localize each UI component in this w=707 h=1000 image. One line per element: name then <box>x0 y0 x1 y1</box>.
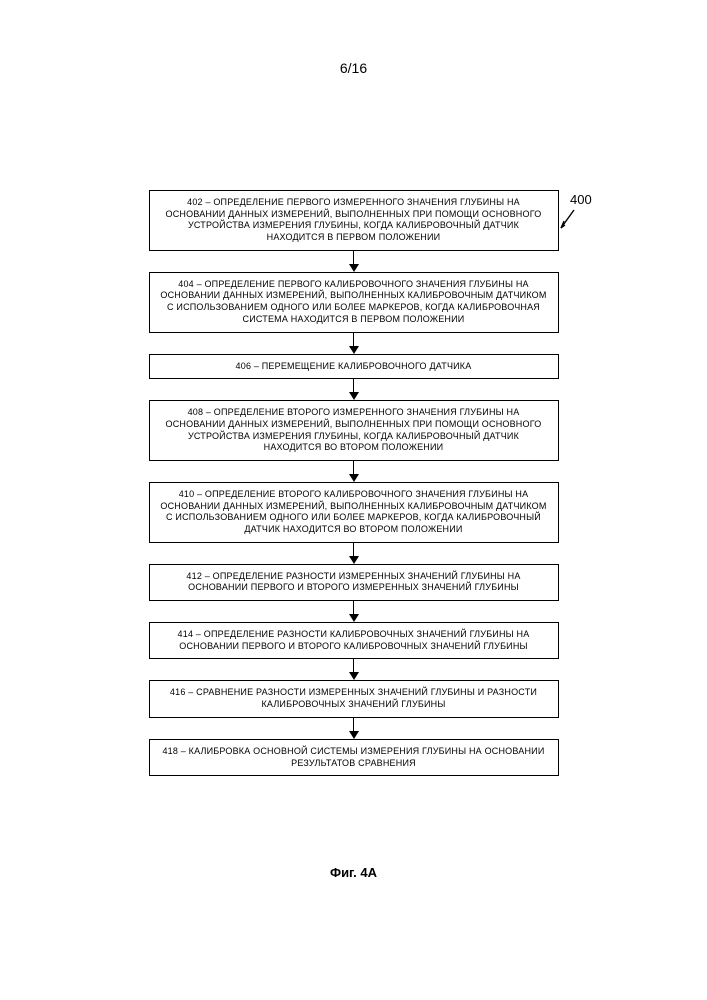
flow-node-n402: 402 – ОПРЕДЕЛЕНИЕ ПЕРВОГО ИЗМЕРЕННОГО ЗН… <box>149 190 559 251</box>
reference-number: 400 <box>570 192 592 207</box>
figure-caption: Фиг. 4A <box>0 865 707 880</box>
flow-arrow-icon <box>349 659 359 680</box>
flow-arrow-icon <box>349 543 359 564</box>
leader-line-icon <box>558 208 576 234</box>
page-number: 6/16 <box>0 60 707 76</box>
page: 6/16 400 402 – ОПРЕДЕЛЕНИЕ ПЕРВОГО ИЗМЕР… <box>0 0 707 1000</box>
flow-arrow-icon <box>349 461 359 482</box>
flow-node-n410: 410 – ОПРЕДЕЛЕНИЕ ВТОРОГО КАЛИБРОВОЧНОГО… <box>149 482 559 543</box>
flow-node-n406: 406 – ПЕРЕМЕЩЕНИЕ КАЛИБРОВОЧНОГО ДАТЧИКА <box>149 354 559 380</box>
flow-node-n416: 416 – СРАВНЕНИЕ РАЗНОСТИ ИЗМЕРЕННЫХ ЗНАЧ… <box>149 680 559 717</box>
flow-arrow-icon <box>349 251 359 272</box>
flow-node-n404: 404 – ОПРЕДЕЛЕНИЕ ПЕРВОГО КАЛИБРОВОЧНОГО… <box>149 272 559 333</box>
flowchart: 402 – ОПРЕДЕЛЕНИЕ ПЕРВОГО ИЗМЕРЕННОГО ЗН… <box>149 190 559 776</box>
flow-arrow-icon <box>349 718 359 739</box>
flow-node-n418: 418 – КАЛИБРОВКА ОСНОВНОЙ СИСТЕМЫ ИЗМЕРЕ… <box>149 739 559 776</box>
flow-arrow-icon <box>349 379 359 400</box>
flow-arrow-icon <box>349 601 359 622</box>
flow-arrow-icon <box>349 333 359 354</box>
flow-node-n412: 412 – ОПРЕДЕЛЕНИЕ РАЗНОСТИ ИЗМЕРЕННЫХ ЗН… <box>149 564 559 601</box>
flow-node-n414: 414 – ОПРЕДЕЛЕНИЕ РАЗНОСТИ КАЛИБРОВОЧНЫХ… <box>149 622 559 659</box>
flow-node-n408: 408 – ОПРЕДЕЛЕНИЕ ВТОРОГО ИЗМЕРЕННОГО ЗН… <box>149 400 559 461</box>
